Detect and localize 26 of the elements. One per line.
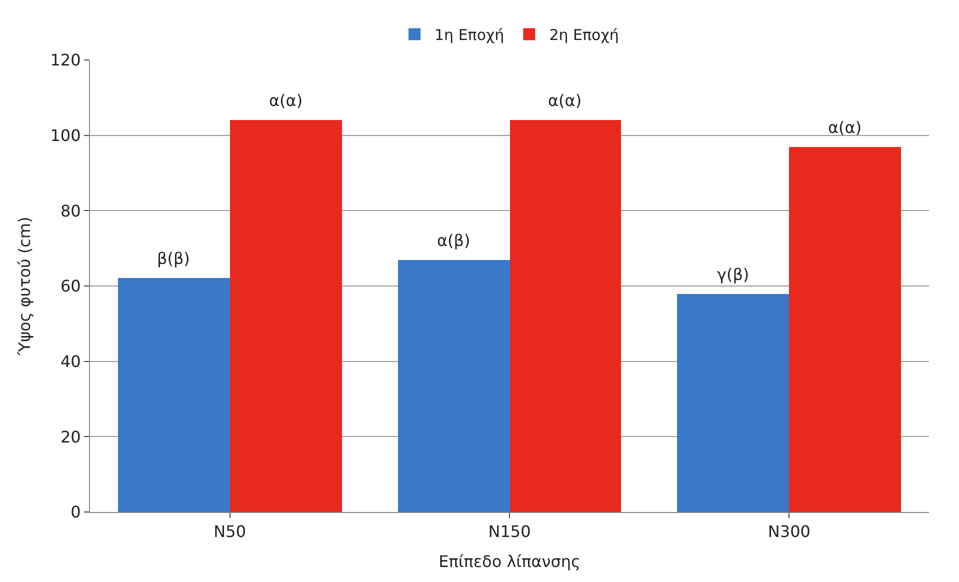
x-tick-label: N300 — [768, 522, 810, 542]
annotation: α(α) — [548, 91, 582, 110]
annotation: α(α) — [269, 91, 303, 110]
y-tick-label: 20 — [60, 427, 81, 446]
bar — [118, 278, 230, 512]
bar — [398, 260, 510, 512]
legend-label: 1η Εποχή — [434, 26, 504, 44]
y-tick-label: 0 — [70, 502, 81, 522]
annotation: α(β) — [437, 231, 470, 250]
bar — [789, 147, 901, 512]
y-tick-label: 80 — [60, 201, 81, 220]
y-tick-label: 120 — [50, 50, 81, 70]
y-tick-label: 40 — [60, 352, 81, 371]
x-axis-title: Επίπεδο λίπανσης — [438, 552, 580, 571]
x-tick-label: N50 — [214, 522, 246, 542]
annotation: α(α) — [828, 118, 862, 137]
x-tick-label: N150 — [488, 522, 531, 542]
bar — [510, 120, 621, 512]
annotation: γ(β) — [717, 265, 750, 284]
y-tick-label: 60 — [60, 276, 81, 296]
bar — [230, 120, 342, 512]
legend-label: 2η Εποχή — [549, 26, 619, 44]
bar — [677, 294, 789, 512]
y-axis-title: Ύψος φυτού (cm) — [15, 216, 34, 356]
y-tick-label: 100 — [50, 126, 81, 145]
annotation: β(β) — [157, 249, 190, 268]
